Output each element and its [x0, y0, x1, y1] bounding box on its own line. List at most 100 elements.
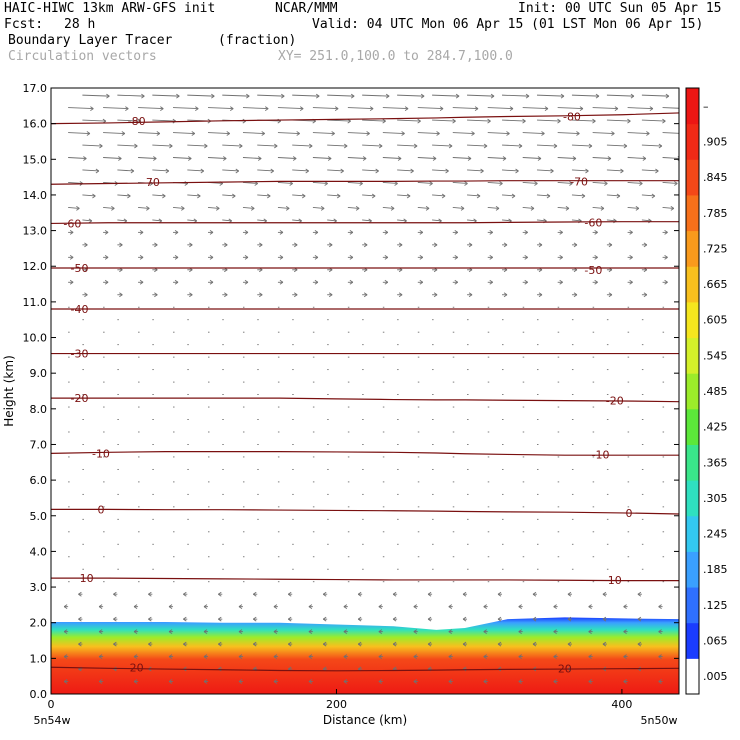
vector-arrow — [82, 242, 88, 248]
vector-arrow — [557, 229, 563, 235]
forecast-hours: 28 h — [64, 17, 96, 32]
vector-arrow — [183, 591, 188, 597]
vector-arrow — [397, 93, 425, 99]
vector-arrow — [292, 292, 298, 298]
vector-arrow — [68, 206, 80, 211]
colorbar-label: .005 — [703, 670, 728, 683]
colorbar-label: .185 — [703, 563, 728, 576]
vector-arrow — [448, 629, 453, 634]
vector-arrow — [207, 206, 220, 211]
vector-arrow — [392, 616, 398, 622]
colorbar-label: .305 — [703, 492, 728, 505]
axes: 0.0 1.0 2.0 3.0 4.0 5.0 6.0 7.0 8.0 9.0 10.0 11.0 12… — [23, 82, 679, 711]
vector-arrow — [173, 106, 199, 111]
vector-arrow — [532, 616, 537, 622]
vector-arrow — [432, 193, 446, 199]
vector-arrow — [218, 641, 223, 647]
vector-arrow — [82, 143, 103, 149]
vector-arrow — [277, 229, 284, 235]
y-tick-label: 7.0 — [30, 438, 48, 451]
isotherm-label: 20 — [130, 661, 144, 674]
vector-arrow — [592, 206, 605, 211]
vector-arrow — [588, 679, 593, 684]
vector-arrow — [417, 106, 444, 111]
vector-arrow — [98, 679, 104, 684]
vector-arrow — [148, 591, 153, 597]
vector-arrow — [592, 131, 615, 136]
vector-arrow — [382, 206, 395, 211]
y-tick-label: 14.0 — [23, 189, 48, 202]
isotherm-label: -30 — [71, 348, 89, 361]
y-tick-label: 9.0 — [30, 367, 48, 380]
vector-arrow — [662, 156, 679, 161]
org-label: NCAR/MMM — [275, 1, 338, 16]
vector-arrow — [327, 93, 355, 99]
vector-arrow — [103, 106, 129, 111]
tracer-field — [51, 617, 679, 694]
vector-arrow — [152, 242, 158, 248]
vector-arrow — [222, 143, 243, 149]
vector-arrow — [257, 193, 271, 199]
vector-arrow — [152, 292, 158, 298]
vector-arrow — [462, 641, 468, 647]
plot-frame — [50, 87, 680, 695]
vector-arrow — [467, 118, 491, 124]
vector-arrow — [522, 131, 545, 136]
vector-arrow — [173, 279, 179, 285]
vector-arrow — [522, 206, 535, 211]
vector-arrow — [637, 591, 642, 597]
isotherm--70 — [51, 180, 679, 185]
vector-arrow — [662, 229, 668, 235]
vector-arrow — [532, 591, 537, 597]
vector-arrow — [222, 193, 236, 199]
vector-arrow — [606, 193, 621, 199]
vector-arrow — [487, 106, 514, 111]
vector-arrow — [257, 168, 274, 174]
vector-arrow — [242, 254, 249, 260]
vector-arrow — [138, 229, 144, 235]
vector-arrow — [82, 168, 100, 174]
vector-arrow — [518, 679, 523, 684]
vector-arrow — [627, 279, 633, 285]
vector-arrow — [522, 156, 542, 161]
isotherm--10 — [51, 451, 679, 456]
vector-arrow — [117, 143, 138, 149]
vector-arrow — [63, 604, 69, 610]
vector-arrow — [347, 206, 360, 211]
vector-arrow — [522, 279, 528, 285]
cross-section-coords: XY= 251.0,100.0 to 284.7,100.0 — [278, 49, 513, 64]
vector-arrow — [602, 591, 607, 597]
vector-arrow — [487, 279, 493, 285]
vector-arrow — [557, 106, 584, 111]
isotherm-label: -40 — [71, 303, 89, 316]
vector-arrow — [78, 616, 83, 622]
vector-arrow — [292, 143, 313, 149]
colorbar-label: .365 — [703, 456, 728, 469]
vector-arrow — [501, 168, 519, 174]
vector-arrow — [571, 143, 593, 149]
vector-arrow — [592, 279, 598, 285]
vector-arrow — [397, 292, 403, 298]
x-axis-title: Distance (km) — [323, 713, 407, 727]
vector-arrow — [238, 654, 243, 659]
vector-arrow — [187, 168, 205, 174]
vector-arrow — [187, 242, 193, 248]
vector-arrow — [222, 292, 228, 298]
vector-arrow — [432, 242, 438, 248]
vector-arrow — [68, 131, 91, 136]
y-tick-label: 12.0 — [23, 260, 48, 273]
vector-arrow — [312, 279, 319, 285]
vector-arrow — [417, 206, 430, 211]
vector-arrow — [287, 641, 293, 647]
vector-arrow — [117, 93, 145, 99]
vector-arrow — [627, 156, 647, 161]
colorbar-label: .785 — [703, 207, 728, 220]
vector-arrow — [327, 143, 348, 149]
vector-arrow — [242, 206, 255, 211]
vector-arrow — [242, 106, 269, 111]
vector-arrow — [452, 156, 472, 161]
vector-arrow — [571, 193, 586, 199]
y-tick-label: 13.0 — [23, 225, 48, 238]
vector-arrow — [207, 156, 227, 161]
x-tick-label: 0 — [48, 698, 55, 711]
